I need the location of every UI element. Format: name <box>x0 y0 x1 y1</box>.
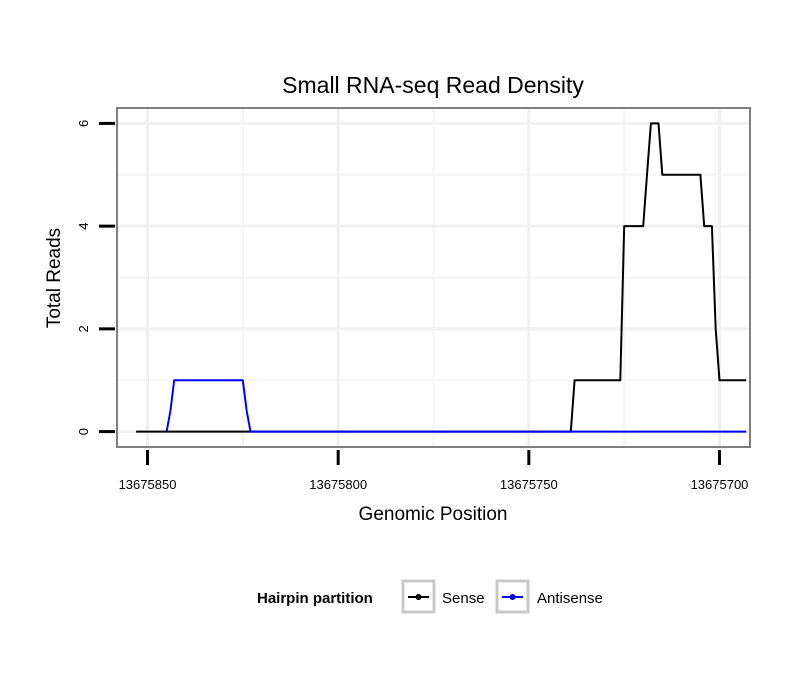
x-tick-label: 13675750 <box>500 477 558 492</box>
plot-border <box>116 107 751 448</box>
legend-point-sense <box>415 594 422 600</box>
series-line-antisense <box>165 379 747 433</box>
y-axis: 0 2 4 6 <box>76 120 115 435</box>
y-tick-label: 2 <box>76 325 91 332</box>
x-tick-label: 13675700 <box>691 477 749 492</box>
legend-label-antisense: Antisense <box>537 590 603 607</box>
plot-panel <box>116 107 751 448</box>
chart-title: Small RNA-seq Read Density <box>282 72 584 98</box>
x-tick-label: 13675800 <box>309 477 367 492</box>
y-tick-label: 6 <box>76 120 91 127</box>
y-tick-label: 0 <box>76 428 91 435</box>
legend-entry-sense[interactable]: Sense <box>401 579 485 614</box>
y-axis-title: Total Reads <box>44 228 65 328</box>
series-line-sense <box>136 122 747 433</box>
legend-label-sense: Sense <box>442 590 485 607</box>
legend-title: Hairpin partition <box>257 590 373 607</box>
legend-point-antisense <box>509 594 516 600</box>
x-tick-label: 13675850 <box>119 477 177 492</box>
x-axis-title: Genomic Position <box>359 504 508 525</box>
legend-entry-antisense[interactable]: Antisense <box>495 579 603 614</box>
legend: Hairpin partition Sense Antisense <box>257 579 603 614</box>
y-tick-label: 4 <box>76 222 91 229</box>
series-layer <box>136 122 747 433</box>
x-axis: 13675850 13675800 13675750 13675700 <box>119 450 749 492</box>
